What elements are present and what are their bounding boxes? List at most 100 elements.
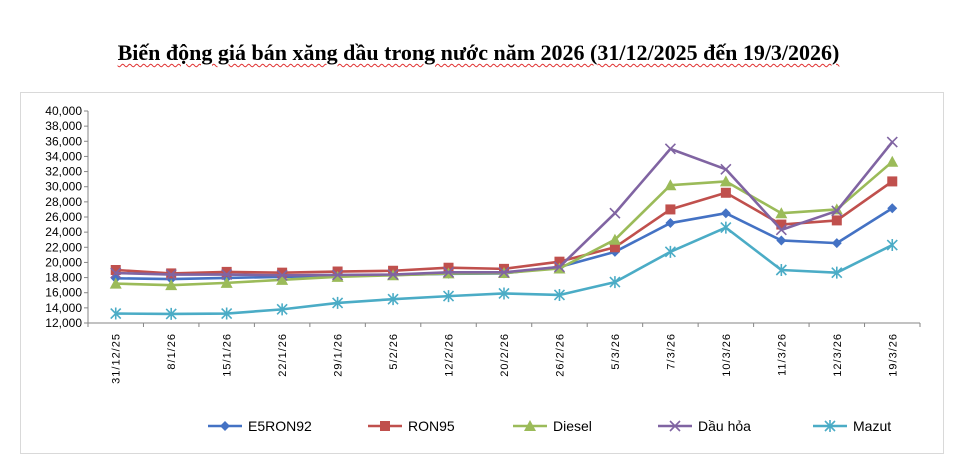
- y-tick-label: 28,000: [45, 195, 82, 209]
- y-tick-label: 20,000: [45, 255, 82, 269]
- legend-label: E5RON92: [248, 418, 312, 434]
- legend-label: Mazut: [853, 418, 891, 434]
- data-point-diesel: [109, 277, 122, 289]
- data-point-ron95: [776, 219, 787, 230]
- data-point-ron95: [887, 176, 898, 187]
- legend-marker: [824, 420, 836, 432]
- data-point-diesel: [608, 233, 621, 245]
- data-point-d-u-h-a: [609, 207, 621, 219]
- data-point-diesel: [886, 155, 899, 167]
- data-point-d-u-h-a: [831, 205, 843, 217]
- data-point-mazut: [886, 239, 898, 252]
- x-tick-label: 15/1/26: [222, 333, 234, 377]
- data-point-d-u-h-a: [498, 266, 510, 278]
- data-point-mazut: [553, 288, 566, 301]
- data-point-d-u-h-a: [110, 267, 122, 279]
- x-tick-label: 31/12/25: [111, 333, 123, 384]
- y-tick-label: 40,000: [45, 104, 82, 118]
- x-tick-label: 26/2/26: [554, 333, 566, 377]
- y-tick-label: 14,000: [45, 301, 82, 315]
- legend-marker: [524, 420, 536, 431]
- data-point-mazut: [110, 307, 122, 320]
- legend-marker: [220, 421, 230, 431]
- data-point-d-u-h-a: [165, 268, 177, 281]
- data-point-e5ron92: [720, 208, 731, 219]
- y-tick-label: 26,000: [45, 210, 82, 224]
- x-tick-label: 20/2/26: [499, 333, 511, 377]
- x-tick-label: 12/3/26: [832, 333, 844, 377]
- data-point-diesel: [719, 175, 732, 187]
- data-point-d-u-h-a: [332, 269, 344, 281]
- data-point-d-u-h-a: [276, 269, 288, 281]
- data-point-ron95: [665, 204, 676, 215]
- legend-item-mazut: Mazut: [813, 418, 891, 434]
- legend-label: RON95: [408, 418, 455, 434]
- data-point-e5ron92: [166, 274, 177, 285]
- y-tick-label: 22,000: [45, 240, 82, 254]
- y-tick-label: 38,000: [45, 119, 82, 133]
- data-point-d-u-h-a: [886, 136, 898, 148]
- y-tick-label: 30,000: [45, 180, 82, 194]
- data-point-d-u-h-a: [553, 261, 566, 273]
- data-point-ron95: [831, 215, 842, 226]
- data-point-e5ron92: [776, 235, 787, 246]
- y-tick-label: 16,000: [45, 286, 82, 300]
- data-point-e5ron92: [831, 238, 842, 249]
- x-tick-label: 19/3/26: [887, 333, 899, 377]
- data-point-mazut: [332, 296, 344, 309]
- data-point-ron95: [221, 266, 232, 277]
- legend-item-ron95: RON95: [368, 418, 455, 434]
- data-point-mazut: [609, 276, 621, 289]
- x-tick-label: 11/3/26: [776, 333, 788, 376]
- data-point-mazut: [720, 221, 732, 234]
- data-point-diesel: [664, 179, 677, 191]
- data-point-mazut: [387, 293, 399, 306]
- data-point-mazut: [221, 307, 233, 320]
- data-point-d-u-h-a: [387, 268, 399, 281]
- data-point-diesel: [165, 279, 178, 291]
- legend-label: Dầu hỏa: [698, 418, 751, 434]
- data-point-diesel: [331, 270, 344, 282]
- data-point-mazut: [664, 245, 676, 258]
- x-tick-label: 7/3/26: [665, 333, 677, 370]
- data-point-d-u-h-a: [442, 266, 455, 278]
- data-point-d-u-h-a: [664, 143, 676, 155]
- data-point-ron95: [720, 187, 731, 198]
- data-point-ron95: [554, 256, 565, 267]
- x-tick-label: 29/1/26: [333, 333, 345, 377]
- data-point-mazut: [276, 303, 288, 316]
- y-tick-label: 34,000: [45, 149, 82, 163]
- data-point-mazut: [498, 287, 510, 300]
- legend-marker: [669, 420, 681, 432]
- data-point-ron95: [609, 242, 620, 253]
- y-tick-label: 24,000: [45, 225, 82, 239]
- data-point-e5ron92: [887, 203, 898, 214]
- data-point-diesel: [276, 273, 289, 285]
- y-tick-label: 12,000: [45, 316, 82, 330]
- data-point-ron95: [110, 265, 121, 275]
- data-point-mazut: [165, 307, 177, 320]
- data-point-diesel: [775, 207, 788, 219]
- x-tick-label: 12/2/26: [444, 333, 456, 377]
- x-tick-label: 5/2/26: [388, 333, 400, 370]
- legend-item-d-u-h-a: Dầu hỏa: [658, 418, 751, 434]
- y-tick-label: 18,000: [45, 271, 82, 285]
- y-tick-label: 32,000: [45, 165, 82, 179]
- x-tick-label: 8/1/26: [166, 333, 178, 370]
- data-point-d-u-h-a: [720, 163, 732, 175]
- legend-item-diesel: Diesel: [513, 418, 592, 434]
- data-point-e5ron92: [665, 218, 676, 229]
- data-point-ron95: [277, 267, 288, 278]
- legend-marker: [380, 421, 390, 431]
- data-point-mazut: [775, 264, 787, 276]
- chart-title: Biến động giá bán xăng dầu trong nước nă…: [117, 40, 840, 65]
- data-point-diesel: [220, 276, 233, 288]
- legend-label: Diesel: [553, 418, 592, 434]
- legend-item-e5ron92: E5RON92: [208, 418, 312, 434]
- y-tick-label: 36,000: [45, 134, 82, 148]
- data-point-d-u-h-a: [221, 268, 233, 281]
- x-tick-label: 5/3/26: [610, 333, 622, 370]
- x-tick-label: 10/3/26: [721, 333, 733, 377]
- chart-area: 12,000 14,000 16,000 18,000 20,000 22,000 24,0…: [20, 92, 944, 454]
